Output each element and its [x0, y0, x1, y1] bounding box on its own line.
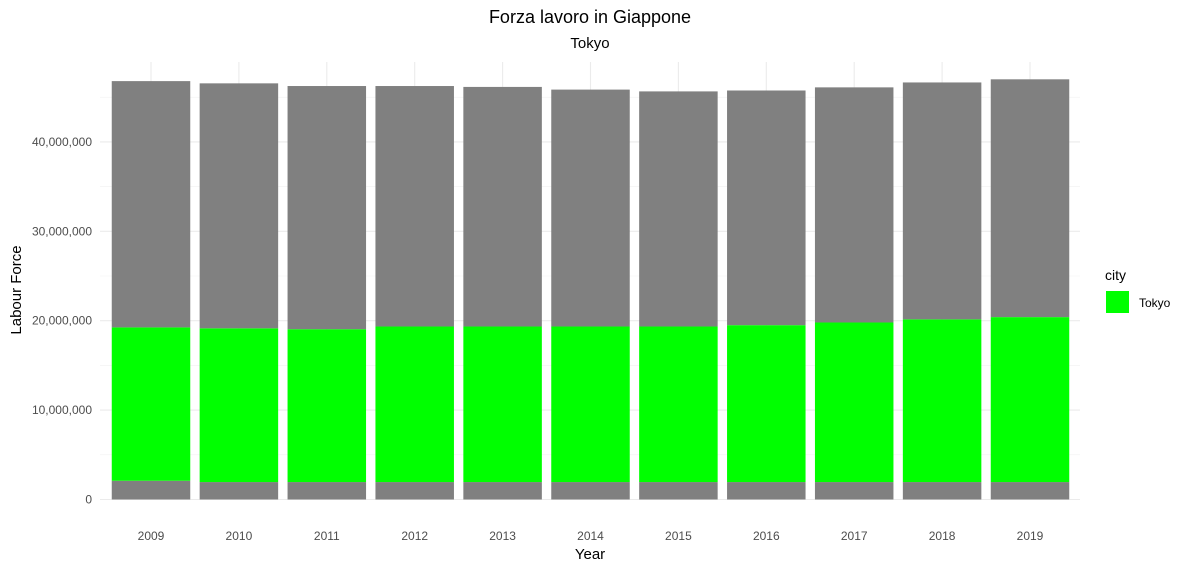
bar-2012-segment-1 — [375, 326, 454, 483]
bar-2009-segment-2 — [111, 81, 191, 328]
y-axis-ticks: 0 10,000,000 20,000,000 30,000,000 40,000,00… — [32, 135, 92, 507]
bar-2014-segment-1 — [551, 326, 630, 483]
bar-2011-segment-0 — [287, 482, 367, 500]
bar-2011-segment-2 — [287, 86, 367, 330]
bar-2016-segment-0 — [727, 482, 806, 500]
bar-2010-segment-1 — [199, 328, 279, 483]
bar-2015-segment-0 — [639, 482, 718, 500]
legend-label-tokyo: Tokyo — [1139, 296, 1171, 310]
bar-2017-segment-1 — [814, 322, 894, 483]
chart-title: Forza lavoro in Giappone — [489, 7, 691, 27]
y-tick-label: 20,000,000 — [32, 314, 92, 328]
bar-2016-segment-2 — [727, 90, 806, 326]
y-axis-title: Labour Force — [8, 245, 25, 334]
bar-2015-segment-2 — [639, 91, 718, 327]
x-axis-title: Year — [575, 546, 605, 563]
bar-2012-segment-2 — [375, 86, 454, 327]
bar-2013-segment-1 — [463, 326, 542, 483]
x-tick-label: 2018 — [929, 529, 956, 543]
bar-2010-segment-2 — [199, 83, 279, 329]
bar-2017-segment-0 — [814, 482, 894, 500]
bar-2011-segment-1 — [287, 329, 367, 483]
bar-2009-segment-1 — [111, 327, 191, 481]
bar-2009-segment-0 — [111, 480, 191, 500]
x-tick-label: 2010 — [226, 529, 253, 543]
bar-2014-segment-0 — [551, 482, 630, 500]
bar-2018-segment-2 — [902, 82, 982, 320]
bar-2019-segment-0 — [990, 482, 1070, 500]
bar-2016-segment-1 — [727, 325, 806, 483]
x-tick-label: 2013 — [489, 529, 516, 543]
bar-2019-segment-1 — [990, 317, 1070, 483]
x-tick-label: 2009 — [138, 529, 165, 543]
x-tick-label: 2014 — [577, 529, 604, 543]
y-tick-label: 10,000,000 — [32, 403, 92, 417]
bar-2017-segment-2 — [814, 87, 894, 323]
y-tick-label: 0 — [85, 493, 92, 507]
bar-2019-segment-2 — [990, 79, 1070, 318]
x-tick-label: 2019 — [1017, 529, 1044, 543]
bar-2018-segment-1 — [902, 319, 982, 483]
legend: city Tokyo — [1105, 267, 1171, 313]
x-axis-ticks: 2009 2010 2011 2012 2013 2014 2015 2016 2017 2018… — [138, 529, 1044, 543]
x-tick-label: 2017 — [841, 529, 868, 543]
bar-2013-segment-2 — [463, 86, 542, 327]
bars — [111, 79, 1070, 500]
bar-2013-segment-0 — [463, 482, 542, 500]
legend-swatch-tokyo — [1106, 291, 1129, 313]
x-tick-label: 2011 — [314, 529, 340, 543]
chart-subtitle: Tokyo — [570, 35, 609, 52]
bar-2018-segment-0 — [902, 482, 982, 500]
bar-2012-segment-0 — [375, 482, 454, 500]
x-tick-label: 2012 — [401, 529, 428, 543]
bar-2014-segment-2 — [551, 89, 630, 327]
bar-2010-segment-0 — [199, 482, 279, 500]
legend-title: city — [1105, 267, 1126, 283]
y-tick-label: 40,000,000 — [32, 135, 92, 149]
bar-2015-segment-1 — [639, 326, 718, 483]
y-tick-label: 30,000,000 — [32, 224, 92, 238]
x-tick-label: 2015 — [665, 529, 692, 543]
x-tick-label: 2016 — [753, 529, 780, 543]
